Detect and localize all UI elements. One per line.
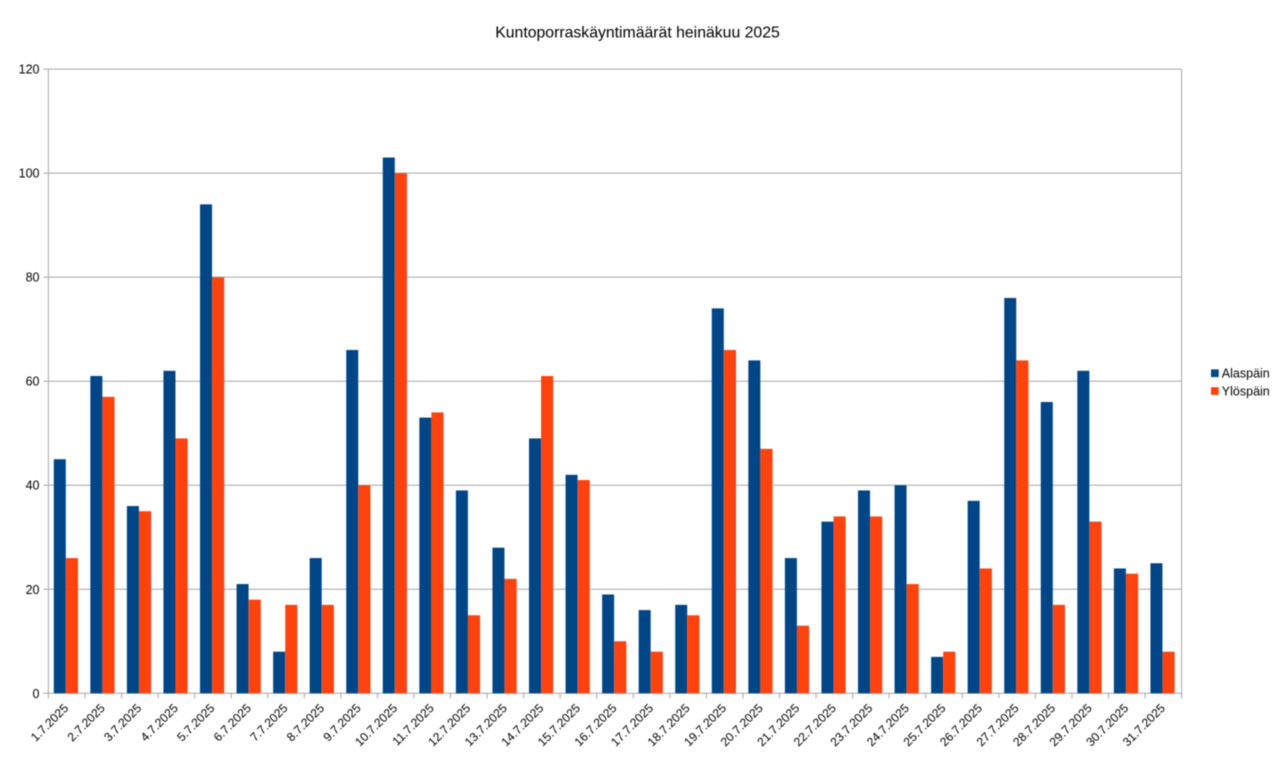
svg-text:Ylöspäin: Ylöspäin <box>1222 384 1270 398</box>
svg-text:80: 80 <box>26 271 40 285</box>
svg-text:Alaspäin: Alaspäin <box>1222 367 1270 381</box>
svg-text:60: 60 <box>26 375 40 389</box>
svg-text:40: 40 <box>26 479 40 493</box>
svg-text:Kuntoporraskäyntimäärät heinäk: Kuntoporraskäyntimäärät heinäkuu 2025 <box>495 25 780 42</box>
svg-text:120: 120 <box>19 63 40 77</box>
svg-text:20: 20 <box>26 583 40 597</box>
svg-text:100: 100 <box>19 167 40 181</box>
svg-text:0: 0 <box>33 687 40 701</box>
